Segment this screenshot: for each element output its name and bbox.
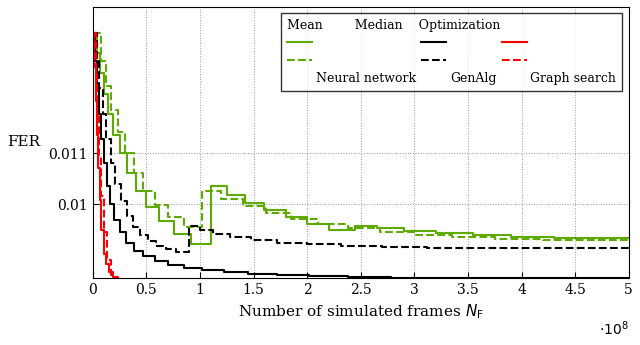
Y-axis label: FER: FER [7,136,40,149]
X-axis label: Number of simulated frames $N_\mathrm{F}$: Number of simulated frames $N_\mathrm{F}… [238,302,484,321]
Text: $\cdot10^{8}$: $\cdot10^{8}$ [599,319,628,338]
Legend: , , Neural network, , , GenAlg, , , Graph search: , , Neural network, , , GenAlg, , , Grap… [281,13,623,91]
